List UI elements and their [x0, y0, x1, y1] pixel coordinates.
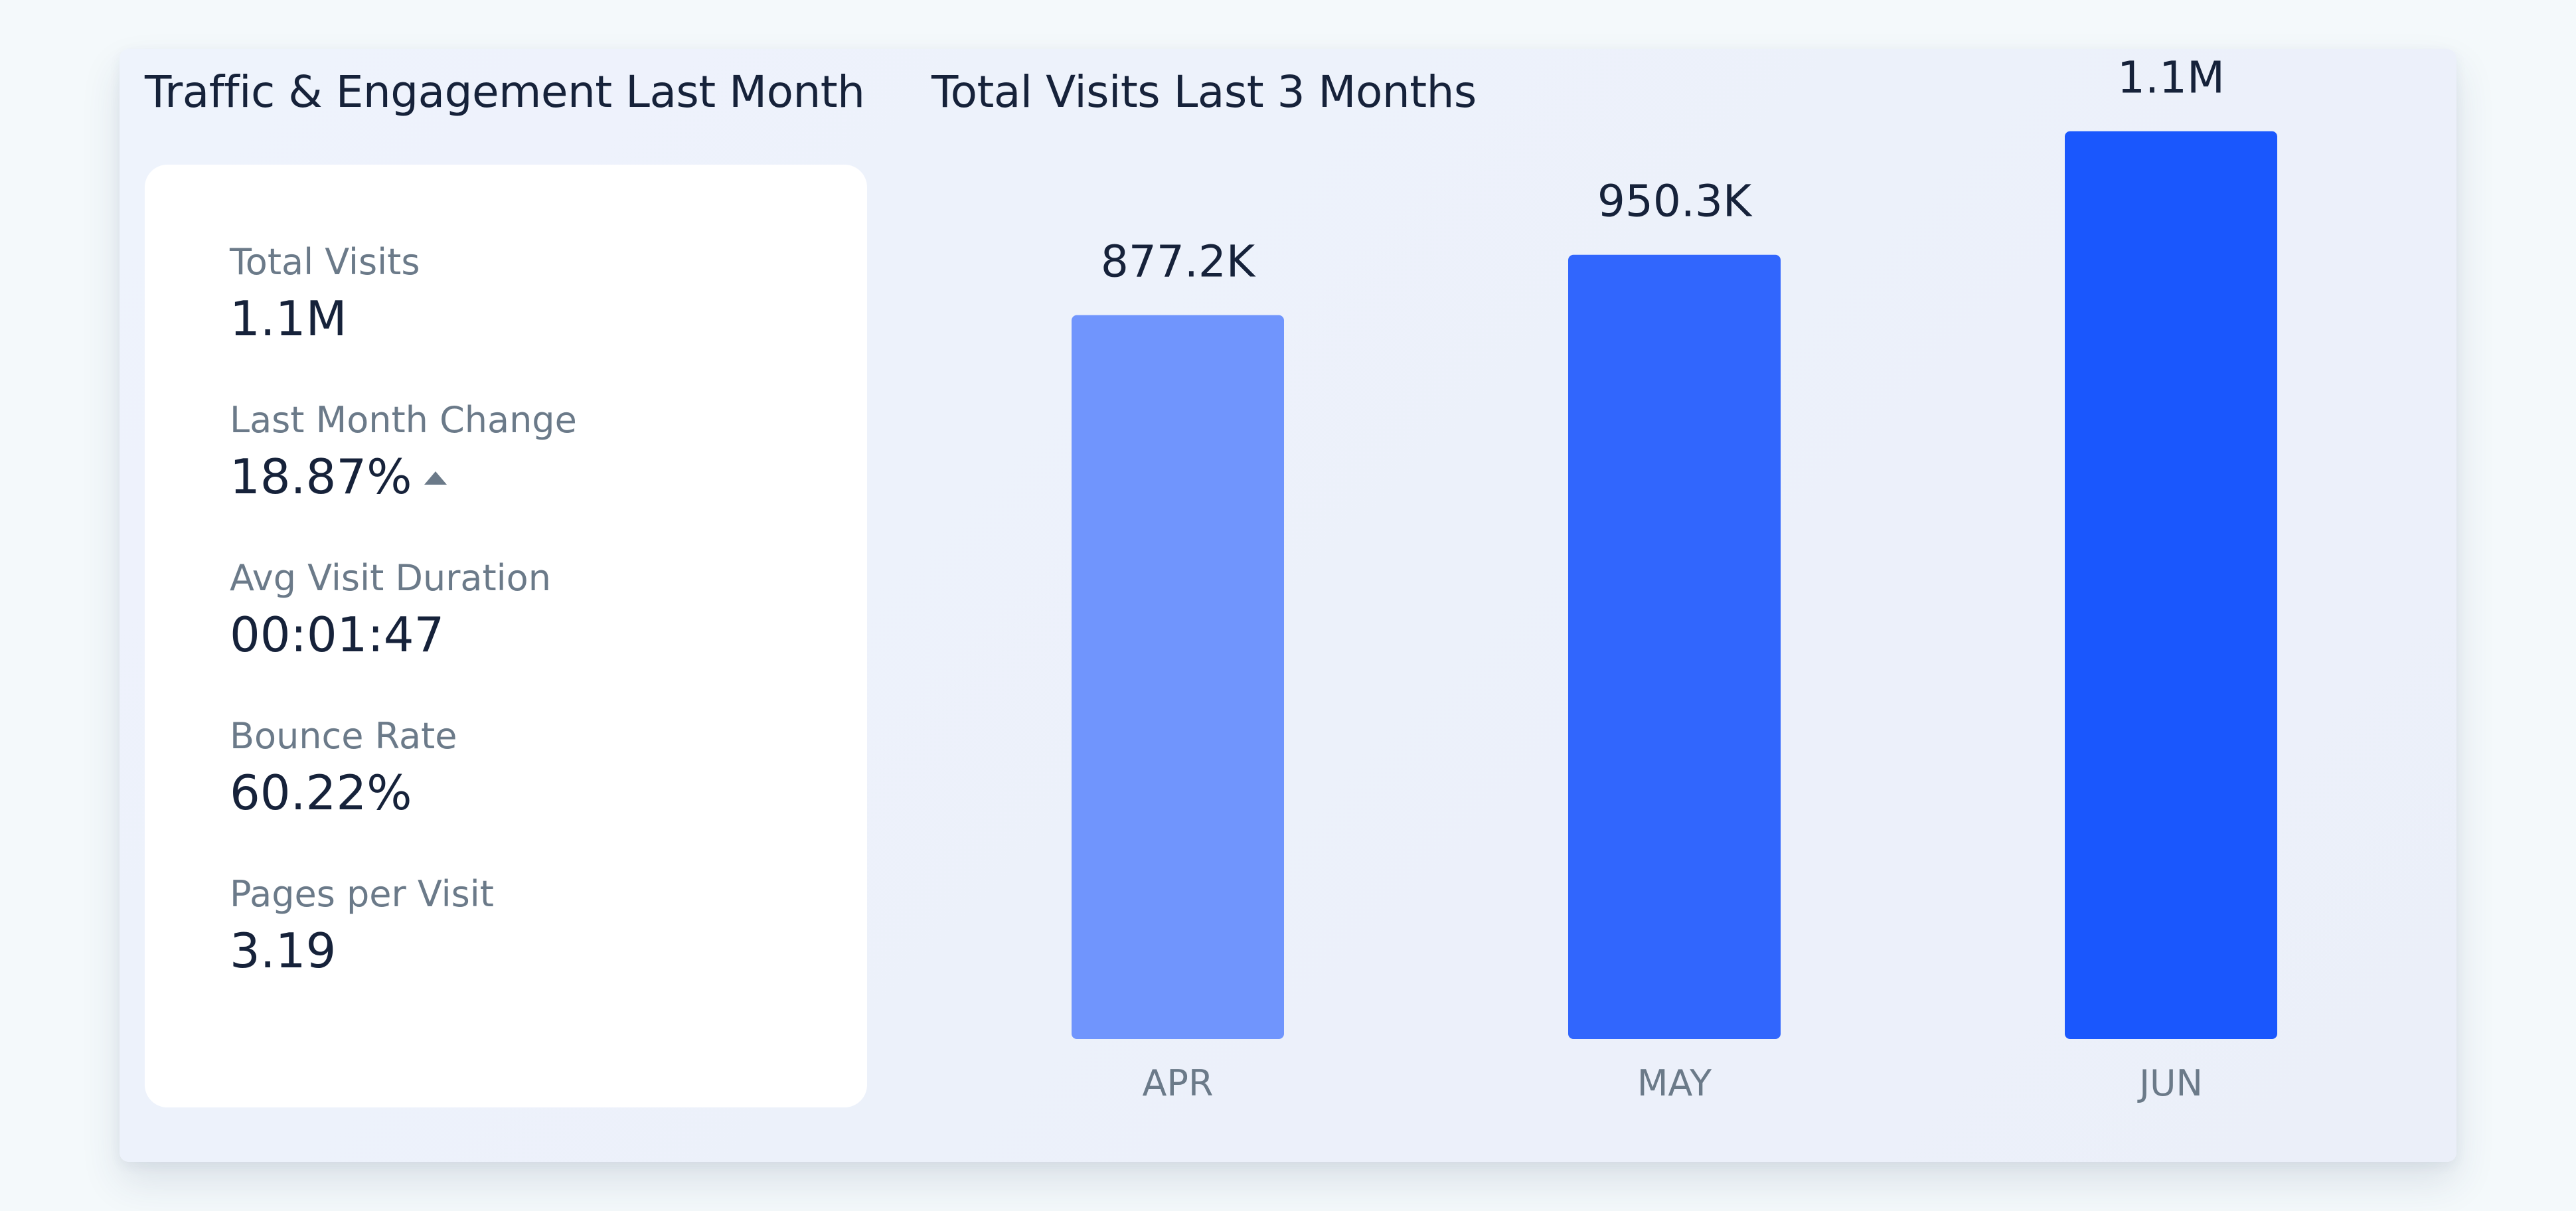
stat-value-text: 18.87% — [230, 449, 412, 505]
stat-value-text: 1.1M — [230, 291, 347, 347]
stat-bounce-rate: Bounce Rate 60.22% — [230, 718, 457, 817]
stat-total-visits: Total Visits 1.1M — [230, 244, 420, 343]
chart-title: Total Visits Last 3 Months — [931, 66, 1477, 118]
stat-label: Pages per Visit — [230, 873, 494, 915]
stat-value: 1.1M — [230, 295, 420, 343]
triangle-up-icon — [424, 471, 447, 485]
stat-label: Last Month Change — [230, 399, 577, 441]
stat-label: Avg Visit Duration — [230, 557, 551, 599]
stat-value: 00:01:47 — [230, 611, 551, 659]
stat-label: Bounce Rate — [230, 715, 457, 757]
stat-pages-per-visit: Pages per Visit 3.19 — [230, 876, 494, 975]
stat-value: 3.19 — [230, 927, 494, 975]
engagement-title: Traffic & Engagement Last Month — [145, 66, 865, 118]
stat-value-text: 00:01:47 — [230, 607, 445, 663]
stat-value-text: 60.22% — [230, 765, 412, 821]
stat-avg-visit-duration: Avg Visit Duration 00:01:47 — [230, 560, 551, 659]
engagement-stats-card: Total Visits 1.1M Last Month Change 18.8… — [145, 165, 867, 1107]
stat-value: 18.87% — [230, 453, 577, 501]
stat-label: Total Visits — [230, 241, 420, 283]
stat-last-month-change: Last Month Change 18.87% — [230, 402, 577, 501]
stat-value-text: 3.19 — [230, 923, 337, 979]
stat-value: 60.22% — [230, 769, 457, 817]
